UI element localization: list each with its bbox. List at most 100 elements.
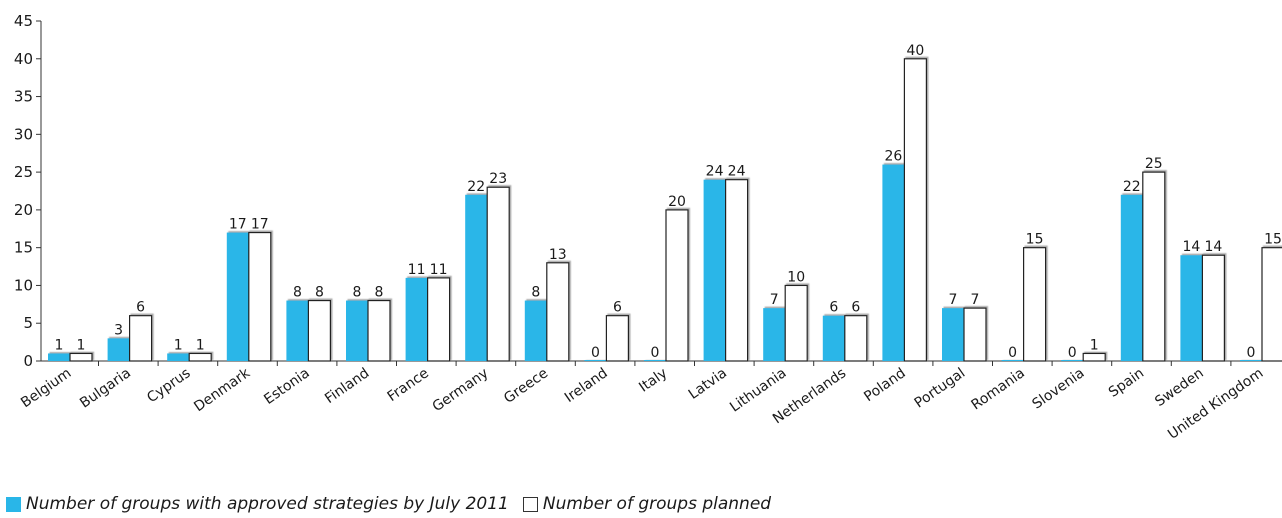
bar-planned bbox=[188, 352, 212, 362]
data-label-planned: 1 bbox=[196, 337, 205, 353]
data-label-planned: 6 bbox=[613, 300, 622, 316]
bar-planned bbox=[1022, 247, 1047, 362]
data-label-approved: 8 bbox=[531, 285, 540, 301]
data-label-planned: 7 bbox=[971, 292, 980, 308]
bar-approved bbox=[107, 338, 130, 361]
x-tick-label: Slovenia bbox=[1030, 365, 1088, 412]
data-label-approved: 17 bbox=[229, 217, 247, 233]
data-label-planned: 24 bbox=[728, 164, 746, 180]
bar-approved bbox=[167, 353, 190, 361]
bar-planned bbox=[665, 209, 689, 362]
bar-planned bbox=[427, 277, 451, 362]
data-label-approved: 8 bbox=[293, 285, 302, 301]
data-label-approved: 8 bbox=[353, 285, 362, 301]
legend-item-approved: Number of groups with approved strategie… bbox=[6, 494, 509, 514]
bar-approved bbox=[703, 179, 726, 361]
bar-planned bbox=[248, 231, 272, 362]
x-tick-label: Italy bbox=[636, 365, 670, 396]
bar-planned bbox=[129, 315, 153, 362]
bar-planned bbox=[605, 315, 630, 362]
bar-approved bbox=[48, 353, 70, 361]
data-label-approved: 0 bbox=[1008, 345, 1017, 361]
bar-planned bbox=[307, 299, 331, 362]
data-label-approved: 7 bbox=[770, 292, 779, 308]
data-label-approved: 6 bbox=[829, 300, 838, 316]
data-label-planned: 1 bbox=[77, 337, 86, 353]
data-label-approved: 0 bbox=[1247, 345, 1256, 361]
data-label-planned: 1 bbox=[1090, 337, 1099, 353]
bar-planned bbox=[903, 58, 928, 362]
legend-label-approved: Number of groups with approved strategie… bbox=[26, 494, 509, 514]
data-label-approved: 1 bbox=[55, 337, 64, 353]
bar-approved bbox=[1061, 360, 1084, 361]
data-label-approved: 26 bbox=[884, 149, 902, 165]
bar-planned bbox=[724, 179, 749, 362]
data-label-approved: 24 bbox=[706, 164, 724, 180]
y-axis: 0 5 10 15 20 25 30 35 40 45 bbox=[14, 12, 42, 370]
x-tick-label: Belgium bbox=[18, 365, 74, 411]
y-tick-label: 15 bbox=[14, 239, 33, 257]
legend: Number of groups with approved strategie… bbox=[6, 494, 785, 514]
y-tick-label: 35 bbox=[14, 88, 33, 106]
bar-approved bbox=[942, 308, 964, 361]
data-label-planned: 14 bbox=[1204, 239, 1222, 255]
data-label-planned: 8 bbox=[315, 285, 324, 301]
bar-approved bbox=[465, 194, 488, 361]
data-label-approved: 22 bbox=[1123, 179, 1141, 195]
x-tick-label: Greece bbox=[501, 365, 551, 407]
data-label-planned: 20 bbox=[668, 194, 686, 210]
bar-planned bbox=[367, 299, 391, 362]
data-label-approved: 0 bbox=[651, 345, 660, 361]
bar-planned bbox=[963, 307, 987, 362]
y-tick-label: 45 bbox=[14, 12, 33, 30]
x-tick-label: Finland bbox=[322, 365, 372, 407]
data-label-planned: 15 bbox=[1264, 232, 1282, 248]
data-label-planned: 6 bbox=[851, 300, 860, 316]
data-label-planned: 23 bbox=[489, 171, 507, 187]
y-tick-label: 5 bbox=[23, 314, 33, 332]
legend-item-planned: Number of groups planned bbox=[522, 494, 772, 514]
bar-planned bbox=[546, 262, 570, 362]
data-label-planned: 15 bbox=[1026, 232, 1044, 248]
bar-planned bbox=[784, 284, 808, 362]
legend-swatch-approved bbox=[6, 496, 21, 512]
data-label-planned: 40 bbox=[906, 43, 924, 59]
data-label-approved: 11 bbox=[408, 262, 426, 278]
legend-swatch-planned bbox=[522, 496, 538, 512]
y-tick-label: 20 bbox=[14, 201, 33, 219]
x-tick-label: Estonia bbox=[261, 365, 312, 408]
bar-approved bbox=[1001, 360, 1024, 361]
y-tick-label: 40 bbox=[14, 50, 33, 68]
bar-planned bbox=[1261, 247, 1282, 362]
x-tick-label: Germany bbox=[430, 365, 492, 415]
x-tick-label: France bbox=[385, 365, 432, 405]
bar-approved bbox=[346, 300, 368, 361]
x-tick-label: Denmark bbox=[191, 365, 254, 416]
data-label-approved: 0 bbox=[1068, 345, 1077, 361]
bar-approved bbox=[584, 360, 607, 361]
x-tick-label: Latvia bbox=[686, 365, 730, 403]
x-tick-label: Cyprus bbox=[144, 365, 193, 406]
data-label-approved: 0 bbox=[591, 345, 600, 361]
bar-planned bbox=[844, 315, 868, 362]
data-label-planned: 10 bbox=[787, 269, 805, 285]
bars bbox=[48, 58, 1282, 362]
bar-approved bbox=[644, 360, 666, 361]
bar-approved bbox=[822, 315, 845, 361]
data-label-approved: 3 bbox=[114, 322, 123, 338]
bar-approved bbox=[1120, 194, 1143, 361]
y-tick-label: 0 bbox=[23, 352, 33, 370]
y-tick-label: 30 bbox=[14, 125, 33, 143]
bar-approved bbox=[405, 277, 428, 361]
data-label-planned: 17 bbox=[251, 217, 269, 233]
data-label-approved: 22 bbox=[467, 179, 485, 195]
legend-label-planned: Number of groups planned bbox=[542, 494, 772, 514]
y-tick-label: 25 bbox=[14, 163, 33, 181]
bar-planned bbox=[1082, 352, 1106, 362]
x-tick-label: Sweden bbox=[1152, 365, 1206, 410]
data-label-approved: 14 bbox=[1182, 239, 1200, 255]
bar-approved bbox=[1180, 255, 1203, 361]
data-label-planned: 13 bbox=[549, 247, 567, 263]
